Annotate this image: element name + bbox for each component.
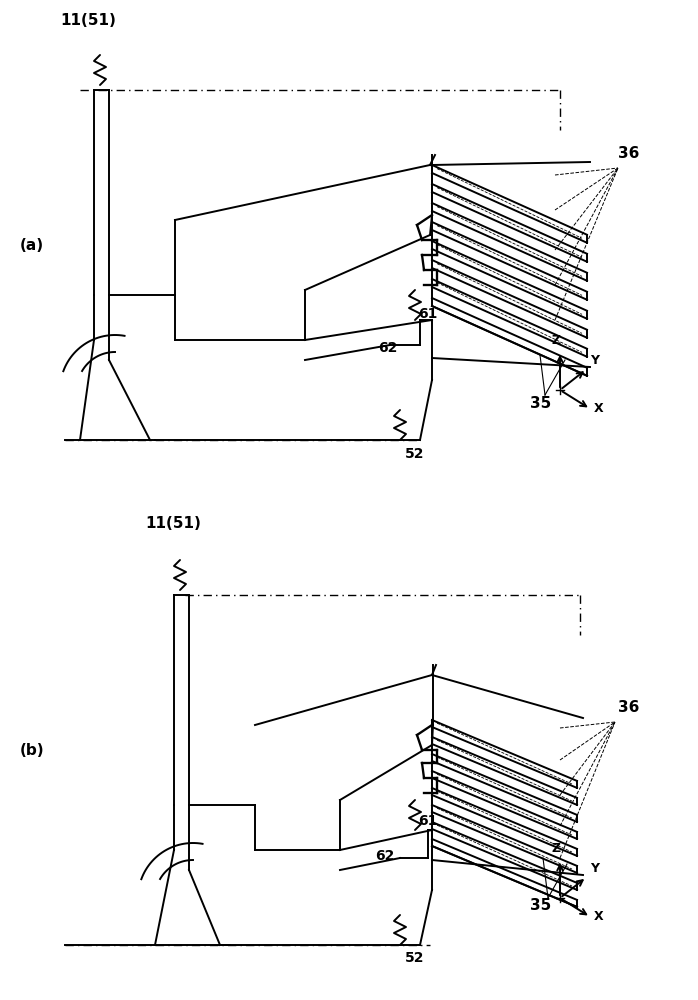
Text: 52: 52 [405,951,424,965]
Text: (a): (a) [20,238,44,253]
Text: 62: 62 [375,849,394,863]
Text: X: X [593,910,603,923]
Text: Z: Z [552,842,561,855]
Text: X: X [593,402,603,415]
Text: Y: Y [590,354,599,367]
Text: 62: 62 [378,341,397,355]
Text: 11(51): 11(51) [60,13,116,28]
Text: 11(51): 11(51) [145,516,201,531]
Text: 36: 36 [618,146,639,161]
Text: 35: 35 [530,396,551,411]
Text: 52: 52 [405,447,424,461]
Text: 36: 36 [618,700,639,715]
Text: 61: 61 [418,307,438,321]
Text: 61: 61 [418,814,438,828]
Text: (b): (b) [20,743,45,758]
Text: Y: Y [590,862,599,875]
Text: 35: 35 [530,898,551,913]
Text: Z: Z [552,334,561,347]
